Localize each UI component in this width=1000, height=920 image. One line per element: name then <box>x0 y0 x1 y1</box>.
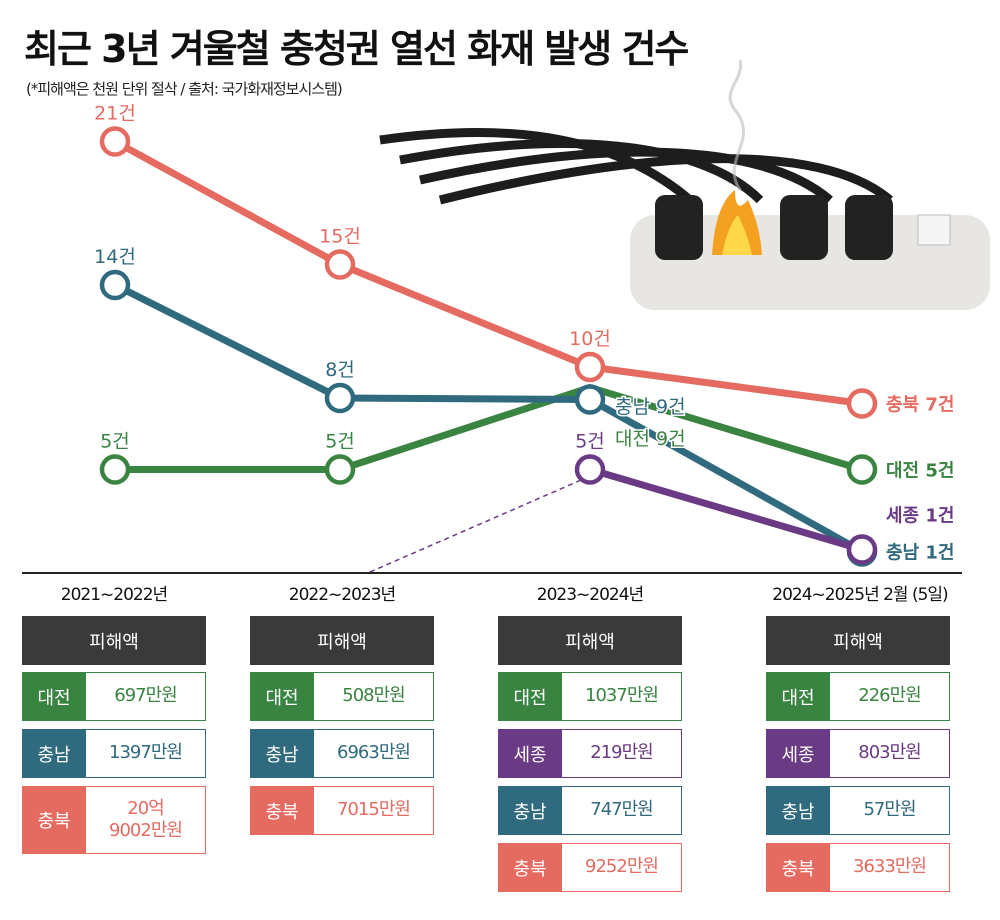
amount-cell: 226만원 <box>830 672 950 721</box>
region-cell: 충남 <box>250 729 314 778</box>
point-대전-1 <box>324 454 356 485</box>
table-header: 피해액 <box>22 616 206 665</box>
region-cell: 충북 <box>498 843 562 892</box>
damage-table: 피해액 대전 226만원 세종 803만원 충남 57만원 충북 3633만원 <box>766 616 950 900</box>
region-cell: 대전 <box>766 672 830 721</box>
point-대전-0 <box>99 454 131 485</box>
table-row: 충북 7015만원 <box>250 786 434 835</box>
region-cell: 대전 <box>250 672 314 721</box>
amount-cell: 747만원 <box>562 786 682 835</box>
data-label-대전-1: 5건 <box>325 431 355 453</box>
point-충북-3 <box>846 388 878 419</box>
damage-table: 피해액 대전 697만원 충남 1397만원 충북 20억 9002만원 <box>22 616 206 862</box>
period-label: 2024~2025년 2월 (5일) <box>772 585 948 605</box>
point-충남-0 <box>99 269 131 301</box>
point-세종-3 <box>846 534 878 565</box>
data-label-충북-3: 충북 7건 <box>886 395 954 416</box>
region-cell: 충북 <box>766 843 830 892</box>
point-충남-2 <box>574 384 606 415</box>
table-row: 충남 1397만원 <box>22 729 206 778</box>
series-line-세종 <box>589 466 863 553</box>
period-label: 2023~2024년 <box>536 585 644 605</box>
table-header: 피해액 <box>766 616 950 665</box>
amount-cell: 20억 9002만원 <box>86 786 206 854</box>
table-row: 대전 508만원 <box>250 672 434 721</box>
series-line-대전 <box>115 383 864 473</box>
period-label: 2021~2022년 <box>60 585 168 605</box>
table-row: 충남 57만원 <box>766 786 950 835</box>
data-label-대전-2: 대전 9건 <box>615 428 686 450</box>
table-row: 충남 6963만원 <box>250 729 434 778</box>
point-대전-3 <box>846 454 878 485</box>
amount-cell: 6963만원 <box>314 729 434 778</box>
table-row: 세종 803만원 <box>766 729 950 778</box>
data-label-세종-2: 5건 <box>575 431 605 453</box>
region-cell: 충남 <box>766 786 830 835</box>
amount-cell: 1397만원 <box>86 729 206 778</box>
data-label-충북-0: 21건 <box>94 103 136 125</box>
table-row: 대전 697만원 <box>22 672 206 721</box>
table-header: 피해액 <box>250 616 434 665</box>
data-label-대전-3: 대전 5건 <box>886 461 954 482</box>
amount-cell: 9252만원 <box>562 843 682 892</box>
amount-cell: 1037만원 <box>562 672 682 721</box>
data-label-충남-0: 14건 <box>94 246 136 268</box>
amount-cell: 57만원 <box>830 786 950 835</box>
sejong-dashed-connector <box>369 476 589 573</box>
table-row: 충북 20억 9002만원 <box>22 786 206 854</box>
power-strip-illustration <box>379 59 990 310</box>
amount-cell: 508만원 <box>314 672 434 721</box>
region-cell: 충북 <box>22 786 86 854</box>
table-row: 대전 226만원 <box>766 672 950 721</box>
data-label-대전-0: 5건 <box>100 431 130 453</box>
point-충북-0 <box>99 126 131 157</box>
series-line-충북 <box>113 138 863 407</box>
period-label: 2022~2023년 <box>288 585 396 605</box>
region-cell: 충남 <box>22 729 86 778</box>
point-세종-2 <box>574 454 606 485</box>
amount-cell: 803만원 <box>830 729 950 778</box>
region-cell: 세종 <box>498 729 562 778</box>
data-label-충남-1: 8건 <box>325 359 355 381</box>
point-충남-1 <box>324 382 356 414</box>
table-row: 대전 1037만원 <box>498 672 682 721</box>
damage-table: 피해액 대전 508만원 충남 6963만원 충북 7015만원 <box>250 616 434 843</box>
amount-cell: 697만원 <box>86 672 206 721</box>
damage-table: 피해액 대전 1037만원 세종 219만원 충남 747만원 충북 9252만원 <box>498 616 682 900</box>
data-label-충북-1: 15건 <box>319 226 361 248</box>
data-label-충남-2: 충남 9건 <box>615 396 686 418</box>
data-label-충북-2: 10건 <box>569 328 611 350</box>
amount-cell: 219만원 <box>562 729 682 778</box>
data-label-세종-3: 세종 1건 <box>886 506 954 527</box>
amount-cell: 7015만원 <box>314 786 434 835</box>
series-line-충남 <box>113 281 864 555</box>
page-title: 최근 3년 겨울철 충청권 열선 화재 발생 건수 <box>24 27 689 71</box>
data-label-충남-3: 충남 1건 <box>886 543 954 564</box>
amount-cell: 3633만원 <box>830 843 950 892</box>
region-cell: 대전 <box>22 672 86 721</box>
table-row: 충남 747만원 <box>498 786 682 835</box>
point-충북-2 <box>574 351 606 383</box>
table-row: 충북 9252만원 <box>498 843 682 892</box>
table-row: 세종 219만원 <box>498 729 682 778</box>
region-cell: 충북 <box>250 786 314 835</box>
table-header: 피해액 <box>498 616 682 665</box>
region-cell: 충남 <box>498 786 562 835</box>
region-cell: 세종 <box>766 729 830 778</box>
point-충북-1 <box>324 249 356 280</box>
subtitle: (*피해액은 천원 단위 절삭 / 출처: 국가화재정보시스템) <box>26 80 343 98</box>
region-cell: 대전 <box>498 672 562 721</box>
table-row: 충북 3633만원 <box>766 843 950 892</box>
baseline-divider <box>22 572 962 574</box>
